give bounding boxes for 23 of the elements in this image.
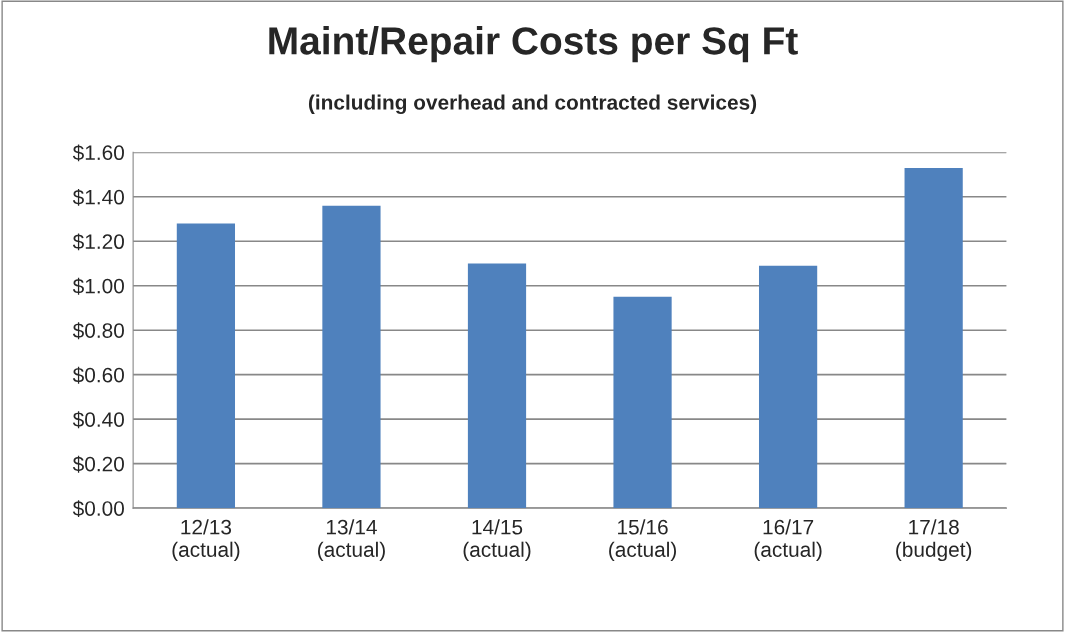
- bar: [322, 205, 381, 509]
- bar: [758, 265, 818, 509]
- x-tick-label: 13/14 (actual): [318, 519, 385, 562]
- x-tick-label: 17/18 (budget): [896, 519, 972, 562]
- bar: [176, 223, 236, 509]
- y-tick-label: $0.80: [72, 322, 124, 340]
- y-tick-label: $0.40: [72, 411, 124, 429]
- y-tick-label: $0.60: [72, 366, 124, 384]
- bar: [467, 263, 527, 509]
- chart-subtitle: (including overhead and contracted services): [308, 94, 757, 115]
- y-tick-label: $1.00: [72, 277, 124, 295]
- bar: [904, 167, 963, 509]
- x-tick-label: 15/16 (actual): [609, 519, 676, 562]
- y-tick-label: $0.20: [72, 455, 124, 473]
- y-tick-label: $0.00: [72, 500, 124, 518]
- y-tick-label: $1.60: [72, 144, 124, 162]
- x-tick-label: 14/15 (actual): [463, 519, 531, 562]
- chart-title: Maint/Repair Costs per Sq Ft: [269, 26, 798, 63]
- y-tick-label: $1.40: [72, 188, 124, 206]
- y-tick-label: $1.20: [72, 233, 124, 251]
- bar: [613, 296, 672, 509]
- x-tick-label: 16/17 (actual): [754, 519, 822, 562]
- x-tick-label: 12/13 (actual): [172, 519, 240, 562]
